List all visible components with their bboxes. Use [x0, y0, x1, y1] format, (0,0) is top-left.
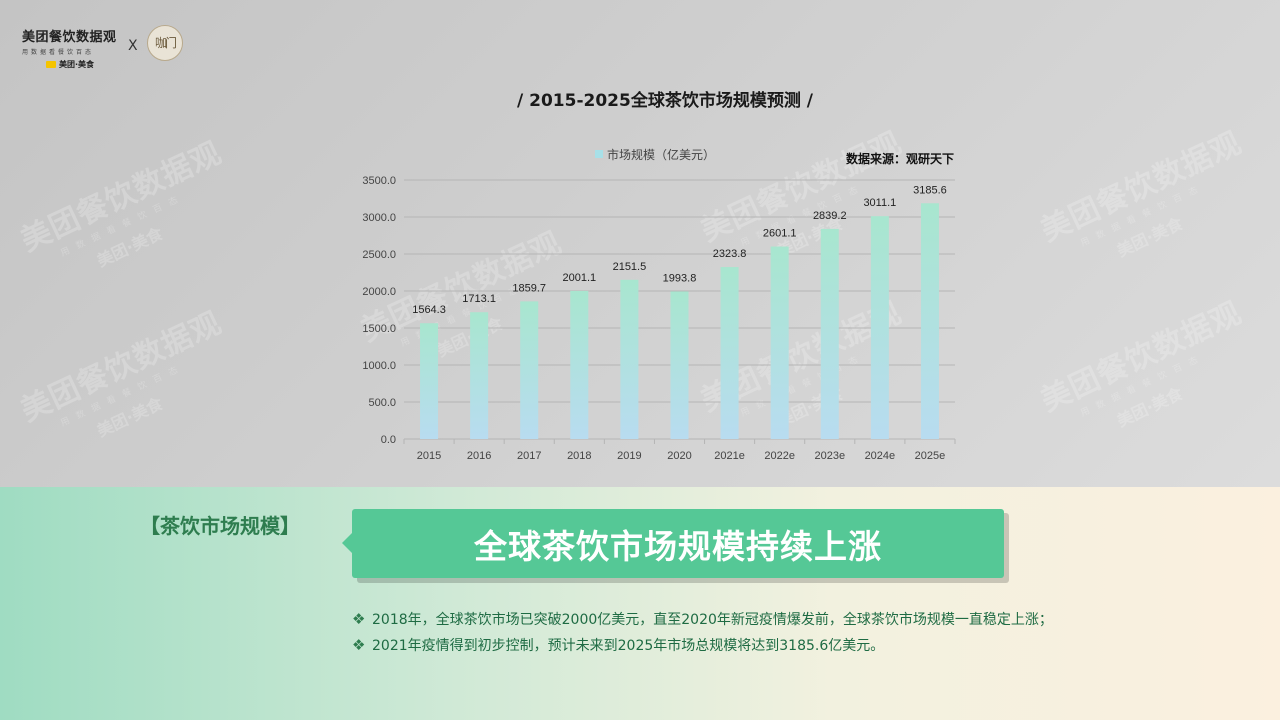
bar [720, 267, 739, 439]
y-tick-label: 3500.0 [362, 175, 396, 187]
data-label: 2323.8 [713, 248, 747, 260]
legend-label: 市场规模（亿美元） [607, 147, 715, 162]
y-tick-label: 2500.0 [362, 249, 396, 261]
bullet-item: ❖ 2021年疫情得到初步控制，预计未来到2025年市场总规模将达到3185.6… [352, 632, 1053, 658]
headline-text: 全球茶饮市场规模持续上涨 [474, 526, 882, 566]
bar [770, 246, 789, 439]
bullet-text: 2018年，全球茶饮市场已突破2000亿美元，直至2020年新冠疫情爆发前，全球… [372, 612, 1053, 628]
bar-chart: 0.0 500.0 1000.0 1500.0 2000.0 2500.0 3000.0 35… [362, 147, 956, 462]
brand-slogan: 用数据看餐饮百态 [22, 49, 95, 56]
bar [470, 312, 489, 439]
x-tick-label: 2015 [417, 450, 441, 462]
collab-x: X [128, 38, 138, 54]
chart-title: / 2015-2025全球茶饮市场规模预测 / [517, 91, 813, 111]
chart-panel: 美团餐饮数据观 用数据看餐饮百态 美团·美食 美团餐饮数据观 用数据看餐饮百态 … [0, 0, 1280, 487]
partner-logo-text: 咖门 [154, 36, 177, 50]
legend-swatch [595, 150, 603, 158]
data-label: 3185.6 [913, 184, 947, 196]
y-tick-label: 2000.0 [362, 286, 396, 298]
bar [870, 216, 889, 439]
headline-banner: 全球茶饮市场规模持续上涨 [342, 509, 1004, 578]
data-label: 1993.8 [663, 272, 697, 284]
bullet-list: ❖ 2018年，全球茶饮市场已突破2000亿美元，直至2020年新冠疫情爆发前，… [352, 606, 1053, 658]
banner-pointer [342, 533, 352, 553]
bar [570, 290, 589, 439]
y-tick-label: 1500.0 [362, 323, 396, 335]
partner-logo: 咖门 [147, 25, 183, 61]
bar [520, 301, 539, 439]
bar [670, 291, 689, 439]
x-tick-label: 2019 [617, 450, 641, 462]
meituan-chip-icon [46, 61, 56, 68]
y-tick-label: 0.0 [381, 434, 396, 446]
x-tick-label: 2017 [517, 450, 541, 462]
y-tick-label: 500.0 [368, 397, 396, 409]
data-label: 2001.1 [562, 272, 596, 284]
x-tick-label: 2024e [865, 450, 896, 462]
data-label: 1564.3 [412, 304, 446, 316]
data-label: 3011.1 [863, 197, 896, 209]
y-tick-label: 1000.0 [362, 360, 396, 372]
brand-logo: 美团餐饮数据观 用数据看餐饮百态 美团·美食 [22, 26, 117, 70]
x-tick-label: 2023e [814, 450, 845, 462]
data-label: 1713.1 [462, 293, 496, 305]
bullet-text: 2021年疫情得到初步控制，预计未来到2025年市场总规模将达到3185.6亿美… [372, 638, 885, 654]
bar [820, 228, 839, 439]
x-tick-label: 2025e [915, 450, 946, 462]
data-source: 数据来源：观研天下 [846, 152, 955, 166]
bar [420, 323, 439, 439]
bullet-item: ❖ 2018年，全球茶饮市场已突破2000亿美元，直至2020年新冠疫情爆发前，… [352, 606, 1053, 632]
x-tick-label: 2022e [764, 450, 795, 462]
data-label: 2601.1 [763, 228, 797, 240]
bar [920, 203, 939, 439]
brand-name: 美团餐饮数据观 [22, 30, 117, 45]
y-tick-label: 3000.0 [362, 212, 396, 224]
x-tick-label: 2018 [567, 450, 591, 462]
diamond-bullet-icon: ❖ [352, 610, 366, 628]
x-tick-label: 2020 [667, 450, 691, 462]
brand-tag: 美团·美食 [46, 59, 117, 70]
data-label: 1859.7 [512, 282, 546, 294]
section-label: 【茶饮市场规模】 [140, 514, 300, 538]
data-label: 2151.5 [613, 261, 647, 273]
diamond-bullet-icon: ❖ [352, 636, 366, 654]
data-label: 2839.2 [813, 210, 847, 222]
bar [620, 279, 639, 439]
x-tick-label: 2016 [467, 450, 491, 462]
x-tick-label: 2021e [714, 450, 745, 462]
